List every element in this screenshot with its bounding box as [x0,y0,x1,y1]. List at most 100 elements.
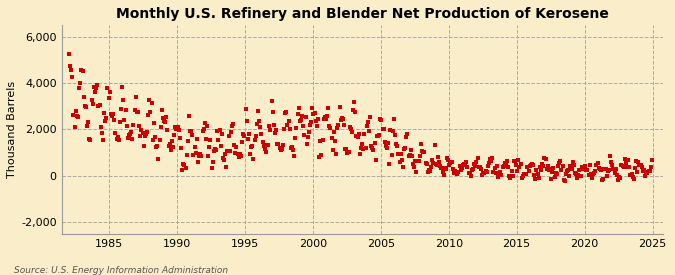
Point [539,155,550,160]
Point [383,141,394,145]
Point [172,125,183,129]
Point [512,169,522,173]
Point [206,166,217,170]
Point [273,142,284,146]
Point [224,148,235,153]
Point [508,159,519,163]
Point [252,122,263,127]
Point [427,158,437,162]
Point [277,143,288,147]
Point [232,152,243,156]
Point [202,154,213,158]
Point [217,156,228,161]
Point [453,170,464,174]
Point [86,98,97,102]
Point [105,89,115,94]
Point [642,170,653,175]
Point [154,138,165,142]
Point [290,136,301,141]
Point [274,146,285,150]
Point [152,144,163,148]
Point [265,127,276,132]
Point [567,160,578,164]
Point [452,172,462,176]
Point [386,152,397,157]
Point [617,164,628,168]
Point [431,163,442,168]
Point [90,90,101,95]
Point [294,106,304,110]
Point [289,154,300,158]
Point [217,132,227,136]
Point [222,149,233,153]
Point [115,120,126,124]
Point [412,158,423,163]
Point [469,162,480,166]
Point [546,177,557,181]
Point [439,166,450,170]
Point [112,135,123,139]
Point [529,173,539,177]
Point [540,157,551,161]
Point [612,173,622,177]
Point [556,167,567,172]
Point [76,68,87,72]
Point [111,136,122,141]
Point [438,173,449,177]
Point [361,124,372,128]
Point [426,164,437,169]
Point [445,161,456,166]
Point [543,164,554,169]
Point [249,138,260,142]
Point [309,111,320,115]
Point [516,176,527,180]
Point [461,160,472,164]
Point [223,134,234,138]
Point [169,133,180,138]
Point [304,130,315,134]
Point [250,133,261,138]
Point [90,86,101,90]
Point [167,145,178,149]
Point [212,129,223,133]
Point [367,145,378,150]
Point [364,129,375,133]
Point [343,150,354,154]
Point [215,143,226,148]
Point [535,168,546,172]
Point [633,160,644,164]
Point [620,161,631,165]
Point [271,128,281,133]
Point [221,165,232,169]
Point [352,135,363,140]
Point [377,126,388,131]
Point [488,170,499,175]
Point [192,160,203,164]
Point [334,105,345,109]
Point [471,160,482,164]
Point [530,177,541,181]
Point [231,145,242,149]
Point [357,142,368,146]
Point [132,110,143,115]
Point [198,126,209,131]
Point [464,171,475,175]
Point [329,130,340,134]
Point [118,98,129,102]
Point [262,143,273,147]
Point [301,142,312,146]
Point [575,174,586,178]
Point [120,108,131,112]
Point [176,146,186,151]
Point [109,118,119,122]
Point [643,169,654,174]
Point [583,173,594,177]
Point [286,145,296,150]
Point [564,173,574,178]
Point [379,140,390,144]
Point [625,173,636,178]
Point [391,142,402,147]
Point [366,144,377,148]
Point [585,163,595,167]
Point [389,133,400,138]
